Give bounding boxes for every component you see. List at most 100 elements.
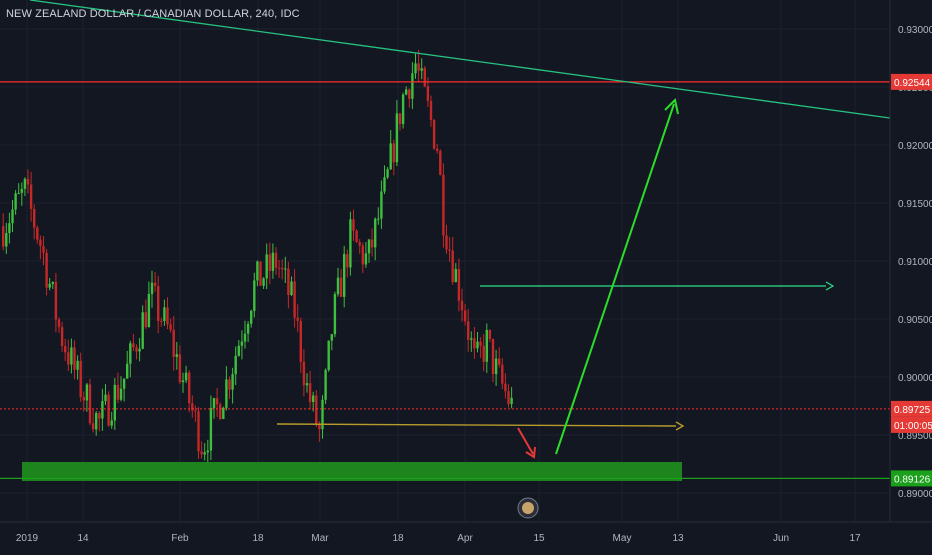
candle-body	[398, 113, 402, 125]
candle-body	[70, 347, 73, 365]
candle-body	[144, 312, 147, 328]
candle-body	[274, 252, 278, 268]
candle	[231, 367, 234, 404]
candle-body	[147, 293, 151, 328]
candle-body	[250, 310, 253, 324]
candle-body	[467, 321, 470, 340]
candle-body	[150, 282, 154, 294]
support-price-tag: 0.89126	[891, 470, 932, 487]
candle-body	[135, 347, 138, 352]
candle-body	[308, 383, 312, 402]
candle-body	[132, 343, 135, 348]
candle-body	[51, 282, 54, 284]
candle	[408, 88, 411, 108]
candle-body	[330, 334, 333, 341]
candle-body	[191, 403, 194, 411]
chart-title: NEW ZEALAND DOLLAR / CANADIAN DOLLAR, 24…	[6, 8, 300, 20]
candle-body	[200, 451, 203, 455]
candle-body	[194, 410, 197, 412]
x-tick-label: Feb	[171, 533, 189, 544]
x-tick-label: 13	[672, 533, 684, 544]
up-arrow-line	[555, 103, 675, 455]
candle	[370, 228, 374, 257]
candle	[20, 182, 23, 206]
candle	[141, 305, 144, 350]
candle-body	[488, 329, 492, 339]
candle-body	[343, 254, 346, 297]
candle	[296, 304, 299, 332]
candle	[343, 245, 346, 308]
candle	[411, 62, 414, 110]
candle	[374, 217, 377, 261]
candle-body	[88, 384, 92, 424]
candle	[473, 327, 476, 359]
candle	[181, 372, 185, 393]
candle-body	[253, 280, 256, 311]
candle	[401, 92, 405, 129]
countdown-tag: 01:00:05	[891, 416, 932, 433]
candle	[417, 49, 420, 82]
candle-body	[20, 188, 23, 193]
candle-body	[383, 177, 386, 192]
x-tick-label: Jun	[773, 533, 789, 544]
candle	[476, 331, 479, 353]
candle-body	[423, 68, 426, 87]
candle	[153, 272, 157, 292]
x-tick-label: 18	[252, 533, 264, 544]
candle-body	[315, 395, 318, 425]
countdown-tag-bg	[891, 416, 932, 433]
candle-body	[203, 452, 206, 455]
replay-icon[interactable]	[517, 497, 539, 519]
candle	[457, 258, 461, 312]
candle	[219, 402, 222, 421]
candle-body	[79, 360, 82, 398]
candle	[194, 405, 197, 422]
candle-body	[336, 277, 340, 295]
candle-body	[259, 261, 262, 286]
candle	[234, 346, 237, 385]
candle-body	[510, 397, 513, 405]
candle	[36, 225, 39, 244]
candle-body	[215, 398, 219, 405]
candle-body	[346, 254, 349, 268]
candle	[147, 281, 151, 328]
candle-body	[395, 113, 399, 163]
candle	[48, 277, 51, 291]
candle-body	[91, 423, 95, 430]
candle-body	[11, 209, 14, 224]
candle	[454, 263, 457, 283]
candle	[246, 320, 250, 343]
candle	[274, 247, 278, 275]
candle-body	[445, 235, 448, 250]
candle-body	[197, 411, 200, 452]
candle	[51, 281, 54, 289]
candle-body	[321, 399, 324, 430]
candle	[451, 236, 454, 285]
candle-body	[17, 192, 20, 194]
candle	[8, 212, 11, 244]
candle-body	[110, 420, 113, 426]
y-tick-label: 0.91500	[898, 199, 932, 210]
candle-body	[138, 348, 141, 352]
candle-body	[439, 150, 442, 175]
y-tick-label: 0.90000	[898, 373, 932, 384]
candle-body	[281, 267, 284, 270]
candle	[308, 370, 312, 410]
candle-body	[157, 286, 160, 321]
candle-body	[265, 254, 268, 279]
candle	[85, 382, 89, 412]
candle-body	[42, 246, 45, 253]
candle	[237, 340, 240, 357]
candle-body	[457, 269, 461, 301]
candle-body	[129, 343, 132, 364]
candle	[157, 275, 160, 334]
candle	[507, 384, 510, 408]
candle-body	[405, 89, 408, 95]
x-tick-label: 14	[77, 533, 89, 544]
target-arrowhead	[825, 281, 835, 291]
candle-body	[85, 384, 89, 401]
candle-body	[358, 242, 361, 246]
resistance-price-tag-bg	[891, 73, 932, 90]
candle	[302, 349, 306, 397]
